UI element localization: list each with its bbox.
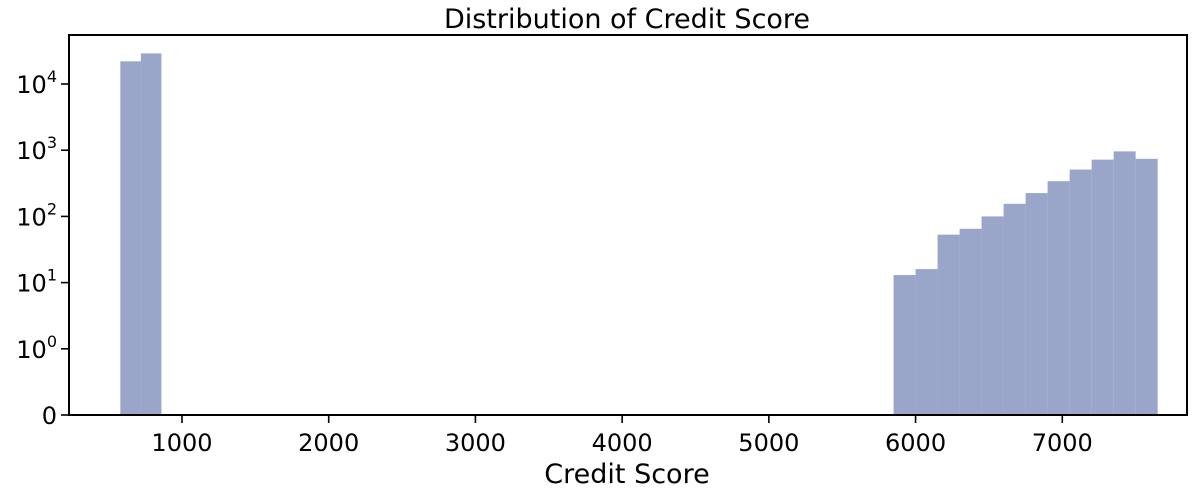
y-tick-label-2: 101	[16, 266, 57, 298]
histogram-bar-3	[915, 269, 938, 415]
y-axis-ticks: 0 100 101 102 103 104	[16, 67, 69, 430]
histogram-bar-5	[959, 228, 982, 415]
chart-title: Distribution of Credit Score	[444, 4, 810, 35]
y-tick-label-4: 103	[16, 133, 57, 165]
histogram-bar-11	[1091, 159, 1114, 415]
bars-group	[120, 53, 1158, 416]
y-tick-label-5: 104	[16, 67, 57, 99]
histogram-bar-13	[1135, 158, 1158, 415]
histogram-bar-6	[981, 216, 1004, 415]
histogram-bar-7	[1003, 203, 1026, 415]
y-tick-label-3: 102	[16, 199, 57, 231]
x-axis-ticks: 1000 2000 3000 4000 5000 6000 7000	[151, 415, 1093, 457]
x-tick-label-4: 5000	[738, 429, 799, 457]
histogram-bar-12	[1113, 151, 1136, 416]
histogram-bar-4	[937, 234, 960, 415]
x-tick-label-6: 7000	[1032, 429, 1093, 457]
y-tick-label-1: 100	[16, 332, 57, 364]
histogram-bar-8	[1025, 193, 1048, 415]
x-tick-label-0: 1000	[151, 429, 212, 457]
x-axis-label: Credit Score	[544, 459, 709, 490]
x-tick-label-1: 2000	[298, 429, 359, 457]
histogram-bar-9	[1047, 181, 1070, 415]
x-tick-label-3: 4000	[592, 429, 653, 457]
y-tick-label-0: 0	[42, 402, 57, 430]
plot-frame	[68, 34, 1188, 416]
histogram-bar-1	[140, 53, 162, 415]
histogram-bar-10	[1069, 169, 1092, 415]
x-tick-label-5: 6000	[885, 429, 946, 457]
histogram-bar-2	[893, 275, 916, 415]
histogram-bar-0	[120, 61, 141, 415]
x-tick-label-2: 3000	[445, 429, 506, 457]
